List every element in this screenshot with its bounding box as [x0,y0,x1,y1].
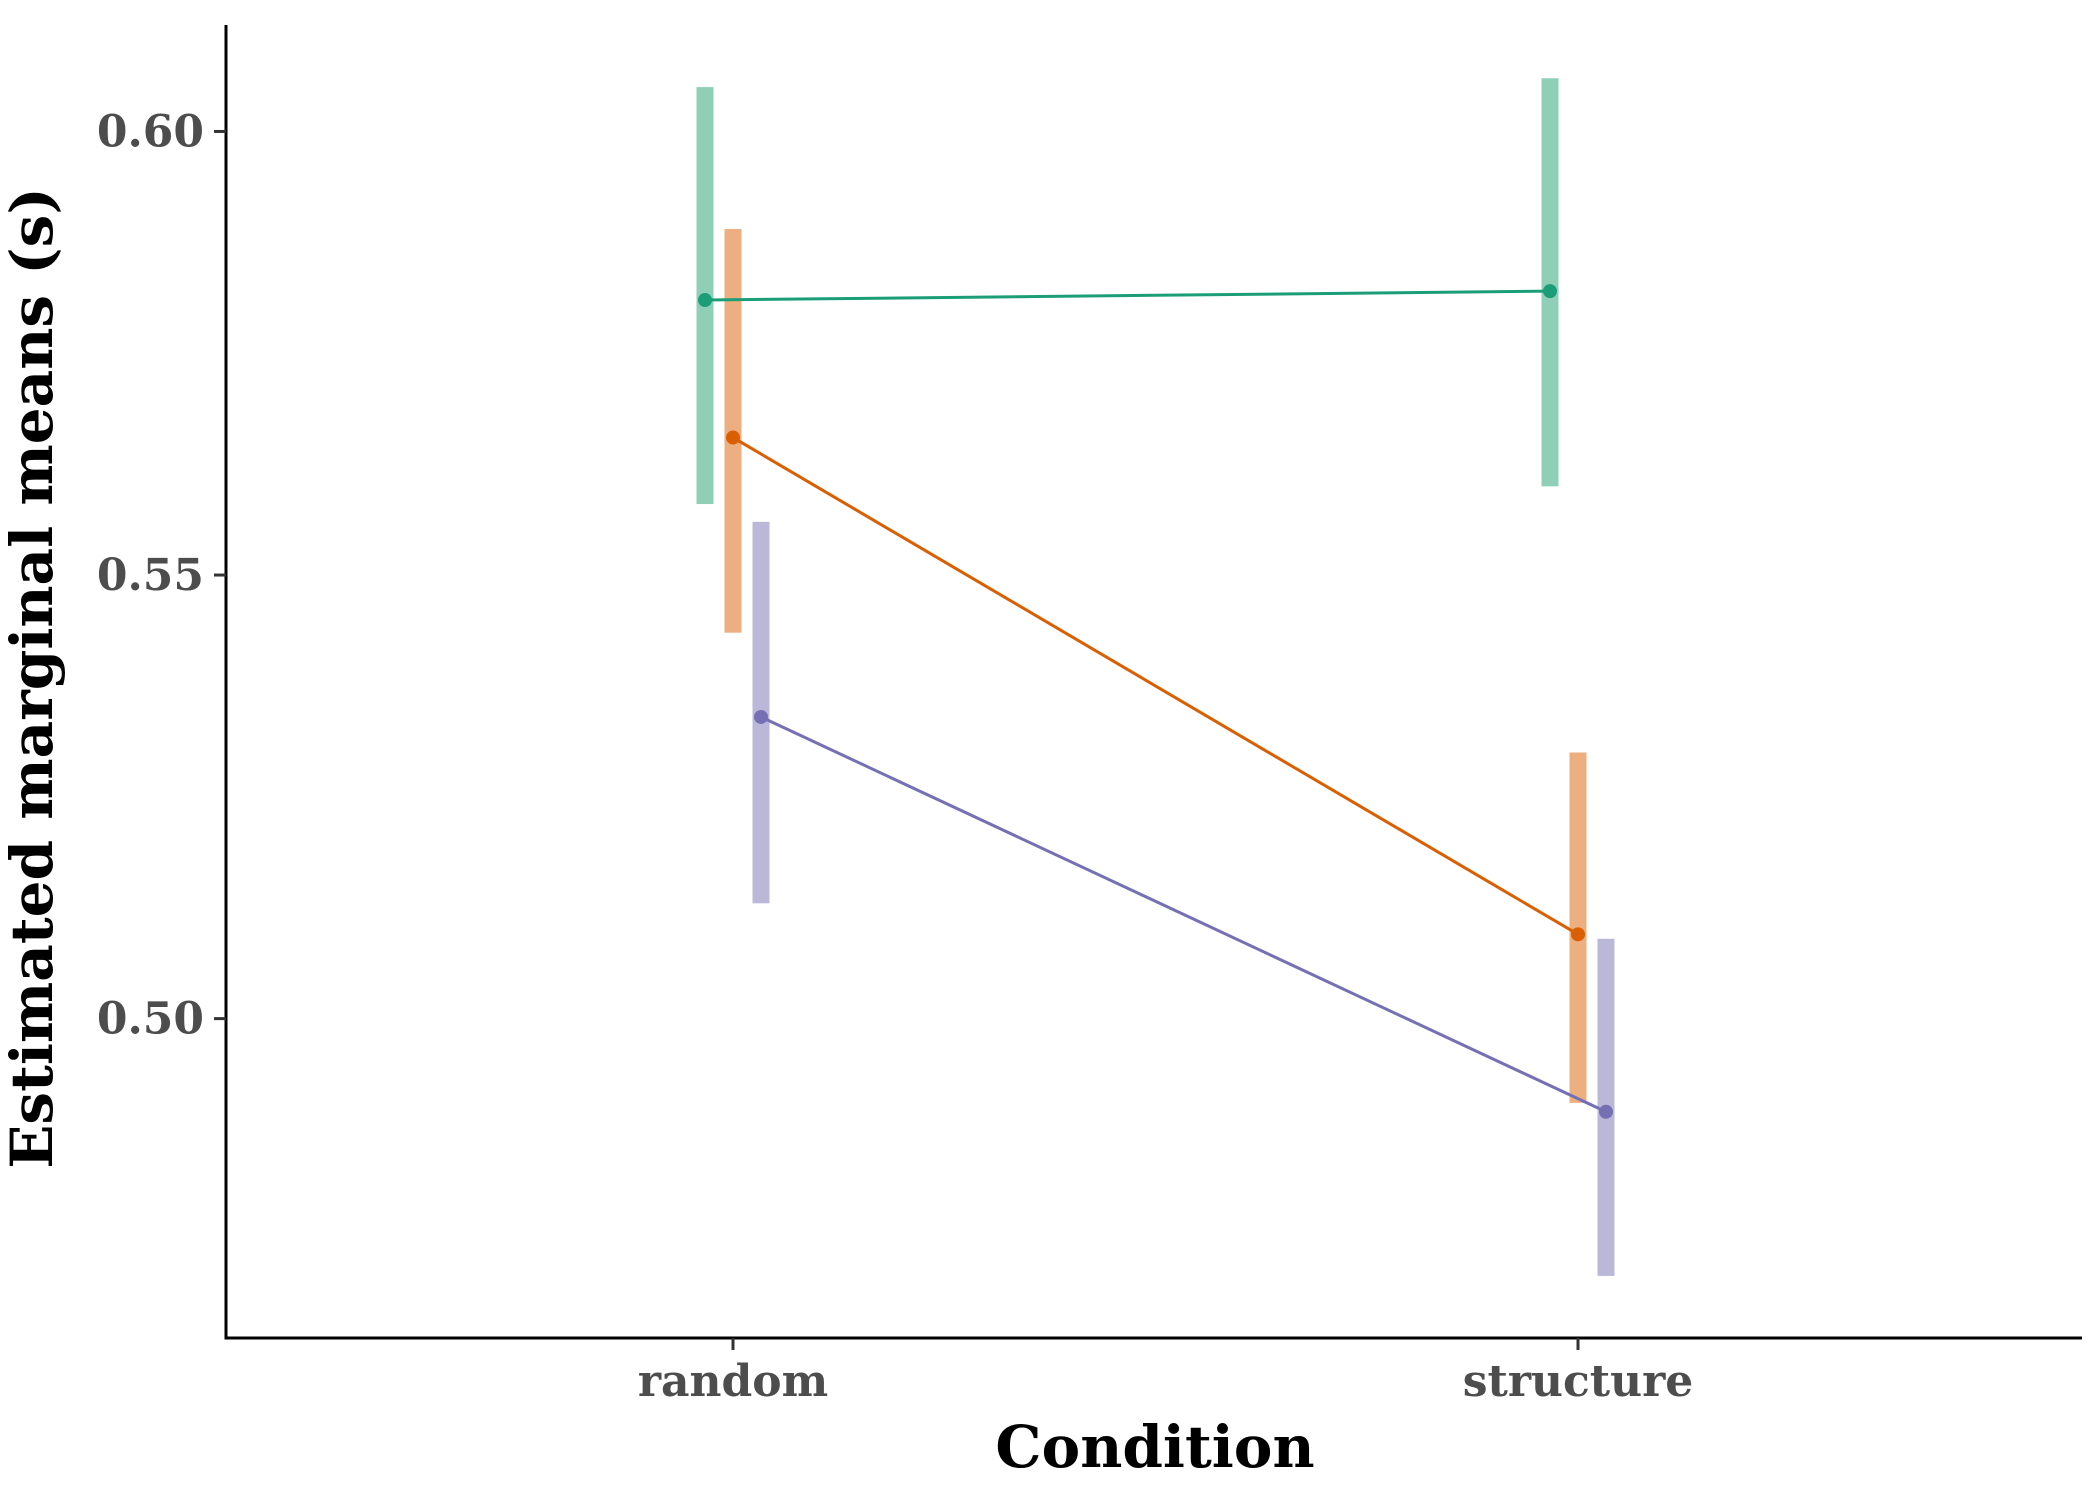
x-axis-title: Condition [995,1413,1314,1481]
data-point-series1-structure [1543,284,1557,299]
y-tick-label: 0.50 [97,994,204,1045]
data-point-series1-random [698,293,712,308]
series-line-2 [732,436,1579,936]
series-points [698,284,1613,1119]
axes [224,25,2082,1340]
y-axis-ticks: 0.50 0.55 0.60 [97,106,226,1045]
x-axis-ticks: random structure [638,1338,1693,1407]
series-line-3 [760,715,1607,1114]
x-tick-label-structure: structure [1463,1356,1694,1407]
y-axis-title: Estimated marginal means (s) [0,187,66,1169]
series-lines [704,289,1607,1114]
y-tick-label: 0.60 [97,106,204,157]
x-tick-label-random: random [638,1356,828,1407]
error-bars [696,78,1615,1276]
y-tick-label: 0.55 [97,550,204,601]
data-point-series2-structure [1571,927,1585,942]
data-point-series3-random [754,709,768,724]
error-bar-series1-structure [1541,78,1559,487]
data-point-series2-random [726,430,740,445]
data-point-series3-structure [1599,1104,1613,1119]
series-line-1 [704,289,1551,302]
